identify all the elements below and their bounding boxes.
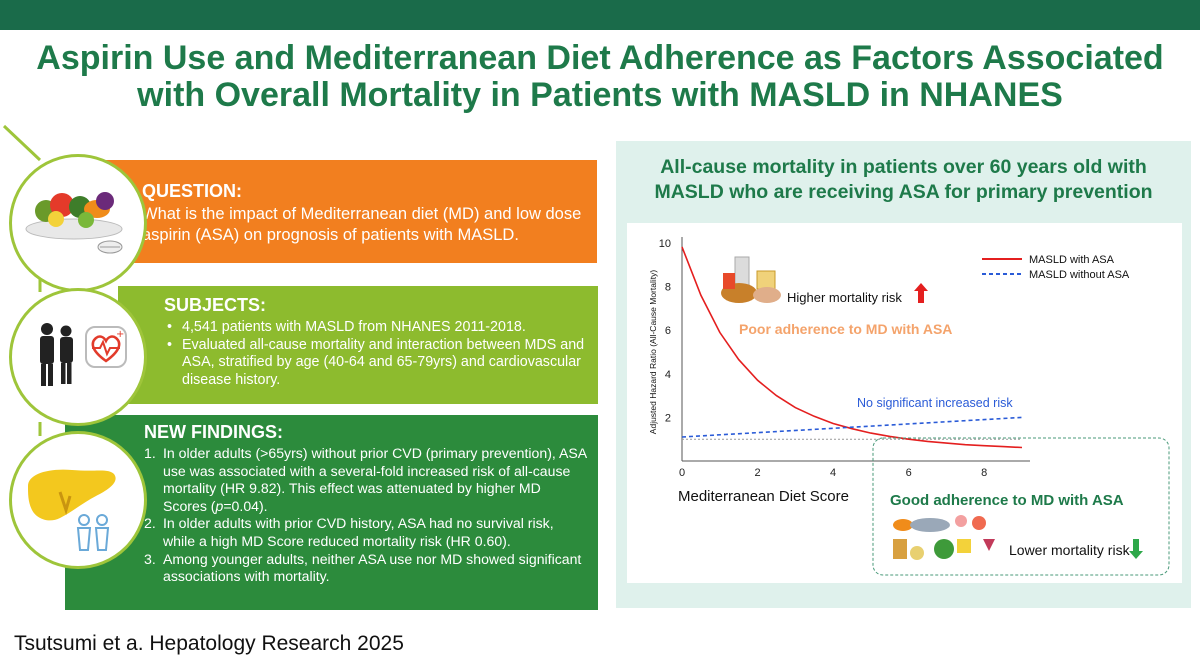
- healthy-food-illustration: [910, 518, 950, 532]
- mediterranean-food-icon: [25, 192, 123, 254]
- x-tick-label: 4: [830, 467, 836, 479]
- finding-number: 2.: [144, 515, 156, 532]
- y-tick-label: 10: [659, 238, 671, 250]
- plot-area: 0 2 4 6 8 2 4 6 8 10 Mediterranean Diet Score Adjus…: [627, 223, 1182, 583]
- good-adherence-box: [872, 437, 1170, 576]
- healthy-food-illustration: [957, 539, 971, 553]
- finding-text-after: =0.04).: [223, 497, 268, 514]
- liver-icon-circle: [9, 431, 147, 569]
- junk-food-illustration: [723, 273, 735, 289]
- legend-label-without-asa: MASLD without ASA: [1029, 269, 1130, 281]
- x-tick-label: 2: [754, 467, 760, 479]
- finding-text: Among younger adults, neither ASA use no…: [163, 550, 582, 585]
- y-tick-label: 6: [665, 325, 671, 337]
- chart-panel-title-line-2: MASLD who are receiving ASA for primary …: [654, 181, 1153, 203]
- poor-adherence-label: Poor adherence to MD with ASA: [739, 321, 952, 337]
- healthy-food-illustration: [893, 539, 907, 559]
- arrow-down-icon: [1129, 539, 1143, 559]
- x-axis-label: Mediterranean Diet Score: [678, 488, 849, 505]
- healthy-food-illustration: [893, 519, 913, 531]
- title-line-2: with Overall Mortality in Patients with …: [137, 76, 1063, 114]
- question-text: What is the impact of Mediterranean diet…: [142, 205, 582, 244]
- subjects-item: Evaluated all-cause mortality and intera…: [164, 337, 588, 390]
- healthy-food-illustration: [972, 516, 986, 530]
- healthy-food-illustration: [955, 515, 967, 527]
- finding-text: In older adults with prior CVD history, …: [163, 515, 554, 549]
- finding-item: 2. In older adults with prior CVD history…: [144, 515, 588, 550]
- legend-label-with-asa: MASLD with ASA: [1029, 254, 1115, 266]
- question-panel: QUESTION: What is the impact of Mediterr…: [100, 160, 597, 263]
- finding-italic: p: [215, 497, 224, 514]
- y-axis-label: Adjusted Hazard Ratio (All-Cause Mortali…: [648, 270, 658, 435]
- y-tick-label: 2: [665, 412, 671, 424]
- subjects-item: 4,541 patients with MASLD from NHANES 20…: [164, 319, 588, 337]
- x-tick-label: 6: [906, 467, 912, 479]
- x-tick-label: 0: [679, 467, 685, 479]
- page-title: Aspirin Use and Mediterranean Diet Adher…: [20, 40, 1180, 114]
- finding-number: 3.: [144, 550, 156, 567]
- svg-text:+: +: [116, 329, 124, 340]
- subjects-heading: SUBJECTS: [164, 295, 261, 315]
- title-line-1: Aspirin Use and Mediterranean Diet Adher…: [36, 39, 1164, 77]
- findings-panel: NEW FINDINGS: 1. In older adults (>65yrs)…: [65, 415, 598, 610]
- series-line-with-asa: [681, 246, 1023, 449]
- good-adherence-label: Good adherence to MD with ASA: [890, 492, 1124, 509]
- chart-panel-title-line-1: All-cause mortality in patients over 60 …: [660, 156, 1147, 178]
- question-heading: QUESTION: [142, 181, 237, 201]
- arrow-up-icon: [914, 283, 928, 303]
- finding-text: In older adults (>65yrs) without prior C…: [163, 445, 587, 514]
- junk-food-illustration: [753, 287, 781, 303]
- header-bar: [0, 0, 1200, 30]
- lower-risk-label: Lower mortality risk: [1009, 542, 1131, 558]
- healthy-food-illustration: [934, 539, 954, 559]
- liver-people-icon: [28, 469, 116, 551]
- food-icon-circle: [9, 154, 147, 292]
- x-tick-label: 8: [981, 467, 987, 479]
- hazard-ratio-chart: 0 2 4 6 8 2 4 6 8 10 Mediterranean Diet Score Adjus…: [648, 237, 1170, 576]
- no-significant-risk-label: No significant increased risk: [857, 396, 1013, 410]
- junk-food-illustration: [756, 270, 776, 290]
- finding-item: 3. Among younger adults, neither ASA use …: [144, 551, 588, 586]
- series-line-without-asa: [681, 416, 1023, 438]
- chart-panel-title: All-cause mortality in patients over 60 …: [616, 155, 1191, 205]
- healthy-food-illustration: [910, 546, 924, 560]
- y-tick-label: 8: [665, 282, 671, 294]
- finding-number: 1.: [144, 445, 156, 461]
- higher-risk-label: Higher mortality risk: [787, 290, 902, 305]
- finding-item: 1. In older adults (>65yrs) without prior…: [144, 445, 588, 515]
- y-tick-label: 4: [665, 369, 671, 381]
- subjects-panel: SUBJECTS: 4,541 patients with MASLD from…: [118, 286, 598, 404]
- citation: Tsutsumi et a. Hepatology Research 2025: [14, 632, 404, 655]
- patients-icon-circle: +: [9, 288, 147, 426]
- junk-food-illustration: [734, 256, 750, 288]
- healthy-food-illustration: [983, 539, 995, 551]
- findings-heading: NEW FINDINGS: [144, 422, 277, 442]
- patients-heart-icon: +: [40, 323, 127, 386]
